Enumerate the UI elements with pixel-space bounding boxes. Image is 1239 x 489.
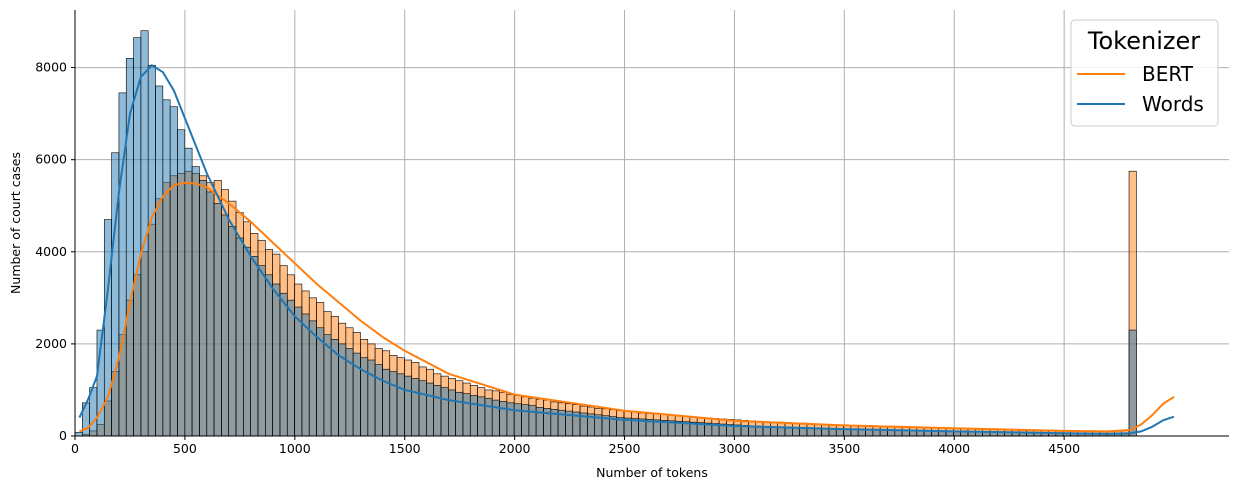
bar-words: [770, 426, 778, 437]
bar-words: [286, 299, 295, 437]
bar-words: [213, 203, 222, 437]
bar-words: [191, 166, 200, 437]
x-tick-label: 4500: [1048, 441, 1080, 456]
bar-words: [426, 382, 434, 437]
x-tick-label: 500: [173, 441, 197, 456]
bar-words: [243, 246, 251, 437]
bar-words: [901, 430, 910, 437]
bar-words: [762, 426, 771, 437]
tick-labels: 0 500 1000 1500 2000 2500 3000 3500 4000 4500 0 200…: [35, 60, 1080, 456]
bar-words: [257, 265, 266, 437]
bar-words: [521, 404, 530, 437]
bar-words: [228, 226, 237, 437]
bar-words: [755, 426, 764, 437]
x-tick-label: 2500: [609, 441, 641, 456]
bar-words: [448, 389, 456, 437]
bar-words: [411, 378, 420, 437]
bar-words: [872, 429, 881, 437]
bar-words: [272, 283, 281, 437]
bar-words: [323, 334, 332, 437]
bar-words: [433, 385, 442, 437]
bar-words: [184, 147, 193, 437]
bar-words: [294, 306, 303, 437]
bar-words: [316, 327, 325, 437]
kde-curves: [78, 64, 1175, 435]
bar-words: [887, 430, 896, 437]
bar-words: [147, 64, 156, 437]
y-tick-label: 0: [59, 428, 67, 443]
histogram-bars: [74, 30, 1137, 437]
bar-words: [221, 214, 230, 437]
bar-words: [396, 373, 405, 437]
bars-words: [74, 30, 1137, 437]
kde-line-bert: [79, 181, 1175, 433]
x-tick-label: 2000: [499, 441, 531, 456]
bar-words: [455, 391, 464, 437]
legend: Tokenizer BERT Words: [1070, 19, 1219, 127]
bar-words: [250, 256, 259, 437]
bar-words: [469, 395, 478, 437]
bar-words: [784, 426, 793, 437]
bar-words: [477, 396, 486, 437]
bar-words: [777, 426, 786, 437]
bar-words: [155, 85, 164, 437]
bar-words: [909, 430, 918, 437]
bar-words: [199, 180, 208, 437]
bar-words: [462, 393, 471, 437]
bar-words: [879, 429, 888, 437]
bar-words: [484, 397, 493, 437]
legend-title: Tokenizer: [1087, 27, 1200, 55]
x-tick-label: 0: [71, 441, 79, 456]
legend-label-words: Words: [1142, 92, 1204, 116]
bar-words: [894, 430, 903, 437]
y-tick-label: 8000: [35, 60, 67, 75]
bar-words: [528, 405, 537, 437]
y-tick-label: 4000: [35, 244, 67, 259]
bar-words: [418, 380, 427, 437]
bar-words: [382, 368, 391, 437]
bar-words: [308, 320, 317, 437]
bar-words: [301, 313, 310, 437]
legend-label-bert: BERT: [1142, 62, 1194, 86]
bar-words: [265, 274, 273, 437]
bar-words: [177, 129, 186, 437]
x-tick-label: 4000: [938, 441, 970, 456]
bar-words: [235, 237, 244, 437]
bar-words: [506, 402, 515, 437]
bar-words: [865, 429, 874, 437]
x-tick-label: 3500: [828, 441, 860, 456]
bar-words: [162, 99, 171, 437]
x-tick-label: 1500: [389, 441, 421, 456]
axes: [74, 10, 1229, 437]
bar-words: [206, 191, 215, 437]
y-tick-label: 2000: [35, 336, 67, 351]
bar-words: [367, 359, 376, 437]
bar-words: [491, 399, 500, 437]
y-tick-label: 6000: [35, 152, 67, 167]
bar-words: [389, 371, 398, 437]
bar-words: [440, 387, 449, 437]
bar-words: [1128, 329, 1137, 437]
x-tick-label: 3000: [719, 441, 751, 456]
bar-words: [374, 364, 383, 437]
legend-frame: [1070, 19, 1219, 127]
bar-words: [499, 401, 508, 437]
bar-words: [169, 106, 178, 437]
bar-words: [513, 403, 522, 437]
bar-words: [279, 292, 288, 437]
x-tick-label: 1000: [279, 441, 311, 456]
bar-words: [74, 432, 83, 437]
kde-line-words: [78, 64, 1175, 435]
y-axis-label: Number of court cases: [8, 152, 23, 294]
x-axis-label: Number of tokens: [596, 465, 708, 480]
bar-words: [404, 375, 413, 437]
